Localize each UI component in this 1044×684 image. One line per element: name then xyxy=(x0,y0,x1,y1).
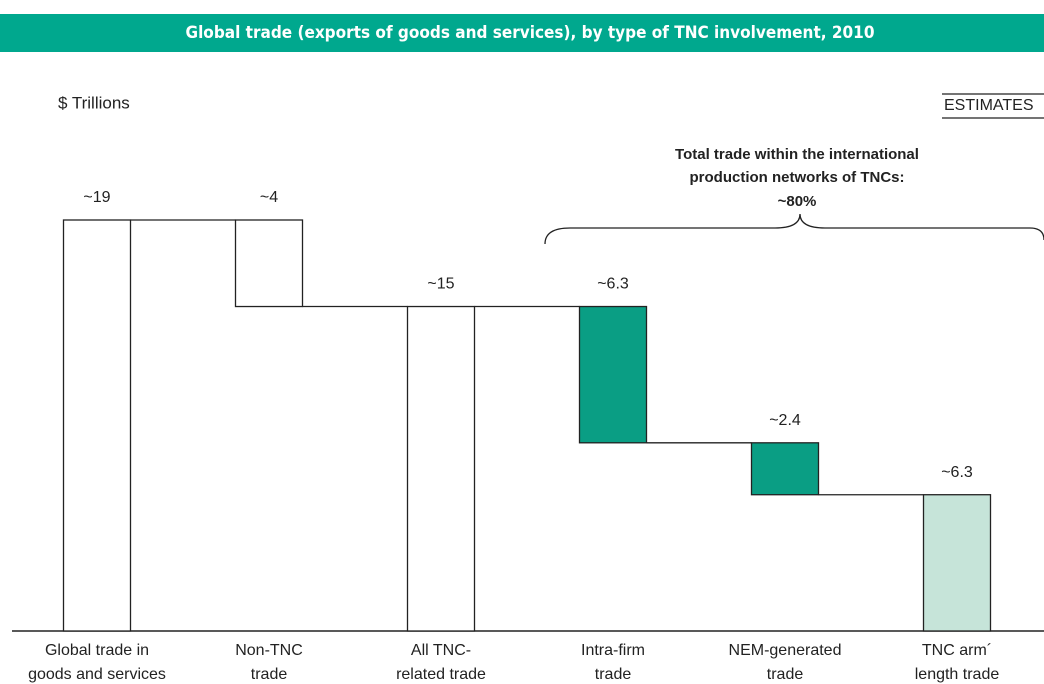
bar xyxy=(62,219,132,632)
x-tick-label: goods and services xyxy=(28,666,166,683)
bar xyxy=(406,305,476,632)
x-tick-label: Global trade in xyxy=(45,642,149,659)
x-tick-label: NEM-generated xyxy=(729,642,842,659)
value-label: ~2.4 xyxy=(769,412,801,429)
estimates-badge: ESTIMATES xyxy=(944,97,1034,114)
value-label: ~6.3 xyxy=(941,464,973,481)
x-tick-label: related trade xyxy=(396,666,486,683)
chart-title: Global trade (exports of goods and servi… xyxy=(186,23,875,43)
value-label: ~6.3 xyxy=(597,276,629,293)
x-tick-label: trade xyxy=(767,666,804,683)
value-label: ~4 xyxy=(260,189,278,206)
bar xyxy=(750,442,820,496)
x-tick-label: trade xyxy=(251,666,288,683)
bar xyxy=(922,494,992,632)
bar xyxy=(234,219,304,308)
x-tick-label: TNC arm´ xyxy=(922,642,992,659)
x-tick-label: Intra-firm xyxy=(581,642,645,659)
title-banner xyxy=(0,14,1044,52)
bar xyxy=(578,305,648,444)
x-tick-label: trade xyxy=(595,666,632,683)
annotation: production networks of TNCs: xyxy=(690,169,905,186)
value-label: ~19 xyxy=(83,189,110,206)
x-tick-label: Non-TNC xyxy=(235,642,303,659)
brace xyxy=(544,213,1044,245)
y-axis-label: $ Trillions xyxy=(58,93,130,112)
annotation: ~80% xyxy=(778,193,817,210)
annotation: Total trade within the international xyxy=(675,146,919,163)
x-tick-label: All TNC- xyxy=(411,642,471,659)
x-tick-label: length trade xyxy=(915,666,1000,683)
value-label: ~15 xyxy=(427,276,454,293)
